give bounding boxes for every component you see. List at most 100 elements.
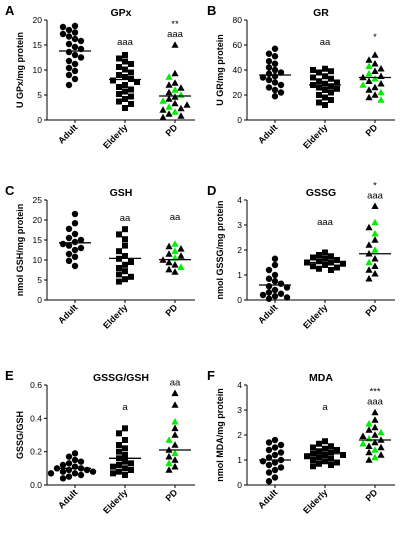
data-point — [171, 456, 179, 463]
data-point — [334, 459, 340, 466]
data-point — [365, 266, 373, 273]
significance-annotation: * aaa — [367, 180, 384, 201]
data-point — [128, 259, 134, 265]
y-tick-label: 0.4 — [30, 413, 42, 423]
data-point — [116, 271, 122, 278]
y-tick-label: 60 — [233, 40, 243, 50]
data-point — [271, 293, 279, 300]
y-axis-label: nmol GSH/mg protein — [15, 204, 25, 297]
data-point — [359, 81, 367, 88]
x-tick-label: Elderly — [101, 122, 129, 150]
data-point — [128, 86, 134, 93]
data-point — [165, 258, 173, 266]
data-point — [171, 462, 179, 470]
data-point — [177, 84, 185, 91]
data-point — [377, 451, 385, 458]
panel-letter: B — [207, 3, 216, 18]
data-point — [271, 444, 279, 451]
data-point — [377, 96, 385, 103]
panel-title: GR — [313, 7, 329, 19]
y-tick-label: 20 — [33, 215, 43, 225]
data-point — [65, 40, 73, 48]
data-point — [371, 408, 379, 416]
data-point — [122, 458, 128, 465]
data-point — [116, 91, 122, 97]
x-tick-label: Elderly — [101, 302, 129, 330]
data-point — [322, 452, 328, 458]
data-point — [159, 97, 167, 104]
data-point — [328, 253, 334, 260]
significance-annotation: * — [373, 32, 377, 43]
data-point — [65, 257, 73, 264]
data-point — [371, 438, 379, 446]
data-point — [371, 446, 379, 453]
data-point — [122, 82, 128, 88]
data-point — [122, 74, 128, 80]
data-point — [165, 436, 173, 443]
data-point — [122, 261, 128, 268]
data-point — [322, 262, 328, 268]
data-point — [316, 84, 322, 91]
data-point — [65, 26, 73, 34]
y-tick-label: 40 — [233, 65, 243, 75]
data-point — [71, 22, 79, 30]
data-point — [165, 452, 173, 460]
data-point — [159, 113, 167, 121]
panel-b: B GR 0 20 40 60 80 U GR/mg protein Adult Elderly P… — [207, 3, 395, 151]
data-point — [359, 439, 367, 447]
y-tick-label: 4 — [237, 195, 242, 205]
data-point — [122, 465, 128, 472]
data-point — [283, 294, 291, 301]
data-point — [334, 85, 340, 92]
data-point — [316, 440, 322, 447]
data-point — [65, 234, 73, 242]
data-point — [77, 54, 85, 61]
data-point — [177, 104, 185, 112]
data-point — [122, 276, 128, 283]
y-tick-label: 15 — [33, 40, 43, 50]
data-point — [65, 33, 73, 40]
data-point — [177, 245, 185, 252]
data-point — [316, 78, 322, 85]
data-point — [271, 45, 279, 52]
data-point — [65, 242, 73, 249]
panel-d: D GSSG 0 1 2 3 4 nmol GSSG/mg protein Adult Elder… — [207, 180, 395, 331]
data-point — [271, 261, 279, 269]
data-point — [171, 108, 179, 115]
data-point — [77, 37, 85, 45]
data-point — [59, 461, 67, 469]
data-point — [183, 101, 191, 108]
data-point — [171, 41, 179, 48]
data-point — [365, 442, 373, 450]
y-tick-label: 3 — [237, 405, 242, 415]
data-point — [334, 257, 340, 263]
data-point — [271, 278, 279, 285]
y-tick-label: 2 — [237, 430, 242, 440]
data-point — [334, 447, 340, 453]
data-point — [265, 266, 273, 274]
data-point — [77, 471, 85, 479]
data-point — [265, 469, 273, 476]
data-point — [128, 93, 134, 100]
y-axis-label: nmol GSSG/mg protein — [215, 200, 225, 299]
data-point — [165, 459, 173, 467]
data-point — [65, 71, 73, 79]
data-point — [71, 75, 79, 83]
data-point — [65, 81, 73, 89]
data-point — [177, 263, 185, 270]
data-point — [165, 110, 173, 117]
data-point — [171, 424, 179, 432]
x-tick-label: Elderly — [301, 302, 329, 330]
data-point — [110, 470, 116, 477]
data-point — [177, 112, 185, 119]
x-tick-label: Adult — [56, 302, 79, 325]
data-point — [265, 70, 273, 77]
x-tick-label: Adult — [256, 487, 279, 510]
data-point — [316, 460, 322, 467]
y-axis-label: U GR/mg protein — [215, 34, 225, 106]
significance-annotation: aa — [170, 212, 181, 223]
data-point — [371, 229, 379, 237]
panel-letter: A — [5, 3, 15, 18]
data-point — [365, 456, 373, 463]
data-point — [77, 458, 85, 465]
